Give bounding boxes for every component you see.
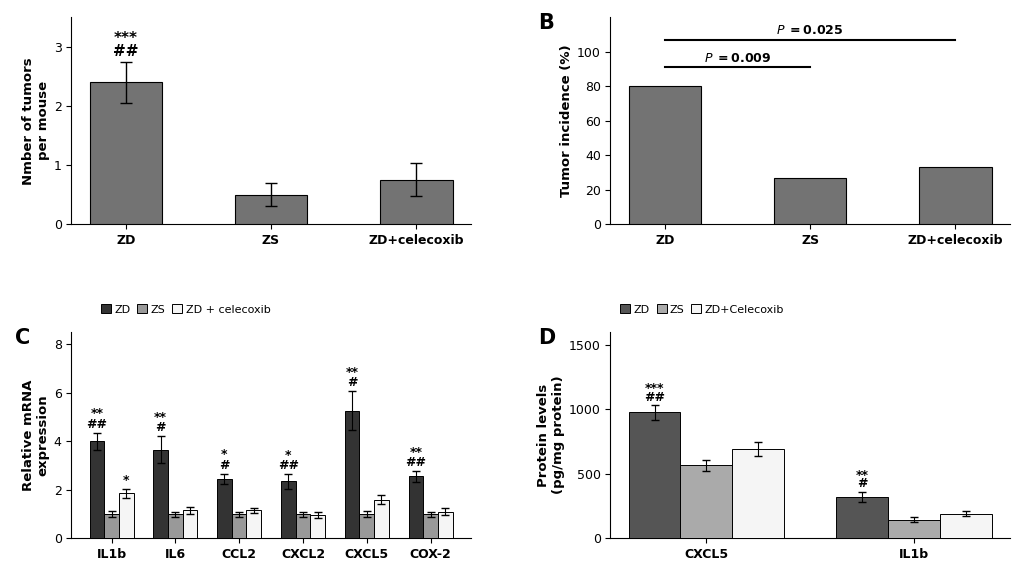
Text: ##: ## xyxy=(643,391,664,404)
Text: **: ** xyxy=(154,411,167,424)
Text: D: D xyxy=(538,328,555,347)
Bar xyxy=(119,493,133,538)
Text: #: # xyxy=(856,478,866,490)
Bar xyxy=(836,497,888,538)
Text: *: * xyxy=(221,448,227,461)
Bar xyxy=(628,412,680,538)
Y-axis label: Nmber of tumors
per mouse: Nmber of tumors per mouse xyxy=(21,57,50,185)
Bar xyxy=(234,195,307,224)
Bar xyxy=(732,449,784,538)
Bar xyxy=(182,511,198,538)
Bar xyxy=(773,178,846,224)
Y-axis label: Tumor incidence (%): Tumor incidence (%) xyxy=(559,45,572,197)
Bar xyxy=(359,514,374,538)
Bar xyxy=(247,511,261,538)
Bar xyxy=(168,514,182,538)
Bar xyxy=(938,514,990,538)
Text: ***: *** xyxy=(114,31,138,46)
Bar xyxy=(628,86,700,224)
Bar xyxy=(380,180,452,224)
Text: ##: ## xyxy=(113,45,139,59)
Text: ##: ## xyxy=(277,459,299,472)
Text: ##: ## xyxy=(405,456,426,469)
Bar xyxy=(104,514,119,538)
Bar xyxy=(310,515,325,538)
Bar xyxy=(437,512,452,538)
Bar xyxy=(296,514,310,538)
Bar xyxy=(888,520,938,538)
Text: $\it{P}$ $\bf{= 0.009}$: $\it{P}$ $\bf{= 0.009}$ xyxy=(703,52,770,65)
Bar xyxy=(680,466,732,538)
Text: #: # xyxy=(346,376,357,389)
Text: *: * xyxy=(284,449,291,462)
Text: ***: *** xyxy=(644,382,663,395)
Bar xyxy=(90,441,104,538)
Bar xyxy=(280,481,296,538)
Bar xyxy=(918,167,990,224)
Bar xyxy=(153,450,168,538)
Bar xyxy=(231,514,247,538)
Bar xyxy=(217,479,231,538)
Bar xyxy=(409,477,423,538)
Bar xyxy=(374,500,388,538)
Text: C: C xyxy=(15,328,31,347)
Legend: ZD, ZS, ZD+Celecoxib: ZD, ZS, ZD+Celecoxib xyxy=(615,300,788,319)
Y-axis label: Protein levels
(pg/mg protein): Protein levels (pg/mg protein) xyxy=(536,376,565,494)
Text: **: ** xyxy=(345,366,359,379)
Text: #: # xyxy=(219,459,229,471)
Bar xyxy=(90,82,162,224)
Text: ##: ## xyxy=(87,417,107,431)
Text: *: * xyxy=(123,474,129,487)
Text: **: ** xyxy=(409,446,422,459)
Text: **: ** xyxy=(855,469,867,482)
Text: #: # xyxy=(155,422,166,434)
Bar xyxy=(423,514,437,538)
Text: B: B xyxy=(538,13,554,33)
Bar xyxy=(344,411,359,538)
Text: $\it{P}$ $\bf{= 0.025}$: $\it{P}$ $\bf{= 0.025}$ xyxy=(775,24,843,37)
Legend: ZD, ZS, ZD + celecoxib: ZD, ZS, ZD + celecoxib xyxy=(97,300,274,319)
Y-axis label: Relative mRNA
expression: Relative mRNA expression xyxy=(21,379,50,491)
Text: **: ** xyxy=(91,408,103,420)
